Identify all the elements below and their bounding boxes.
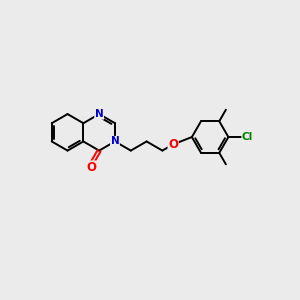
Text: Cl: Cl: [242, 132, 253, 142]
Text: O: O: [86, 161, 96, 174]
Text: N: N: [111, 136, 119, 146]
Text: N: N: [95, 109, 103, 119]
Text: O: O: [168, 138, 178, 151]
